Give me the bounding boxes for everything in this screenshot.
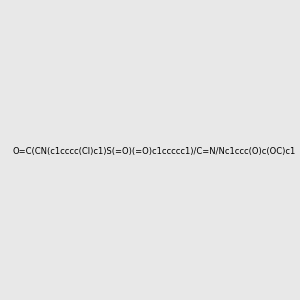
Text: O=C(CN(c1cccc(Cl)c1)S(=O)(=O)c1ccccc1)/C=N/Nc1ccc(O)c(OC)c1: O=C(CN(c1cccc(Cl)c1)S(=O)(=O)c1ccccc1)/C…: [12, 147, 296, 156]
